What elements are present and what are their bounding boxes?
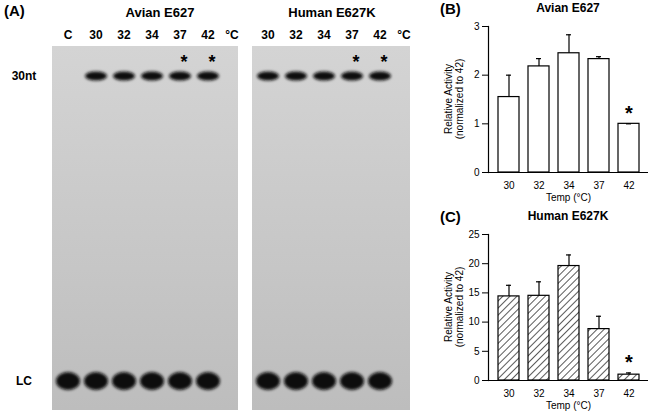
svg-text:34: 34: [563, 388, 575, 399]
svg-text:*: *: [180, 52, 187, 72]
svg-text:42: 42: [373, 28, 387, 42]
svg-text:34: 34: [145, 28, 159, 42]
svg-text:10: 10: [468, 316, 480, 327]
svg-text:37: 37: [173, 28, 187, 42]
svg-text:37: 37: [593, 180, 605, 191]
svg-text:°C: °C: [397, 28, 411, 42]
svg-text:34: 34: [563, 180, 575, 191]
svg-text:42: 42: [201, 28, 215, 42]
svg-text:20: 20: [468, 258, 480, 269]
html-text:Avian E627: Avian E627: [536, 1, 600, 15]
svg-text:2: 2: [474, 69, 480, 80]
svg-text:37: 37: [345, 28, 359, 42]
svg-text:37: 37: [593, 388, 605, 399]
svg-text:32: 32: [533, 388, 545, 399]
svg-text:5: 5: [474, 346, 480, 357]
svg-text:0: 0: [474, 167, 480, 178]
svg-text:34: 34: [317, 28, 331, 42]
svg-text:Avian E627: Avian E627: [126, 5, 195, 20]
svg-text:3: 3: [474, 21, 480, 32]
svg-text:32: 32: [117, 28, 131, 42]
svg-text:°C: °C: [225, 28, 239, 42]
svg-text:*: *: [208, 52, 215, 72]
svg-text:32: 32: [533, 180, 545, 191]
svg-text:30: 30: [503, 180, 515, 191]
svg-text:*: *: [380, 52, 387, 72]
svg-text:1: 1: [474, 118, 480, 129]
svg-text:*: *: [625, 351, 633, 373]
svg-text:32: 32: [289, 28, 303, 42]
svg-text:Relative Activity(normalized t: Relative Activity(normalized to 42): [443, 267, 465, 348]
svg-text:30: 30: [503, 388, 515, 399]
html-text:(B): (B): [440, 0, 461, 17]
svg-text:Temp (°C): Temp (°C): [546, 192, 591, 203]
svg-text:42: 42: [623, 180, 635, 191]
svg-text:LC: LC: [16, 374, 32, 388]
html-text:Human E627K: Human E627K: [527, 209, 609, 223]
html-text:(C): (C): [440, 208, 461, 225]
svg-text:30: 30: [89, 28, 103, 42]
svg-text:30: 30: [261, 28, 275, 42]
svg-text:(A): (A): [4, 2, 25, 19]
svg-text:30nt: 30nt: [12, 69, 37, 83]
svg-text:15: 15: [468, 287, 480, 298]
svg-text:42: 42: [623, 388, 635, 399]
svg-text:0: 0: [474, 375, 480, 386]
svg-text:*: *: [352, 52, 359, 72]
svg-text:Temp (°C): Temp (°C): [546, 400, 591, 411]
svg-text:25: 25: [468, 229, 480, 240]
svg-text:*: *: [625, 102, 633, 124]
svg-text:Relative Activity(normalized t: Relative Activity(normalized to 42): [443, 59, 465, 140]
svg-text:C: C: [64, 28, 73, 42]
svg-text:Human E627K: Human E627K: [288, 5, 376, 20]
